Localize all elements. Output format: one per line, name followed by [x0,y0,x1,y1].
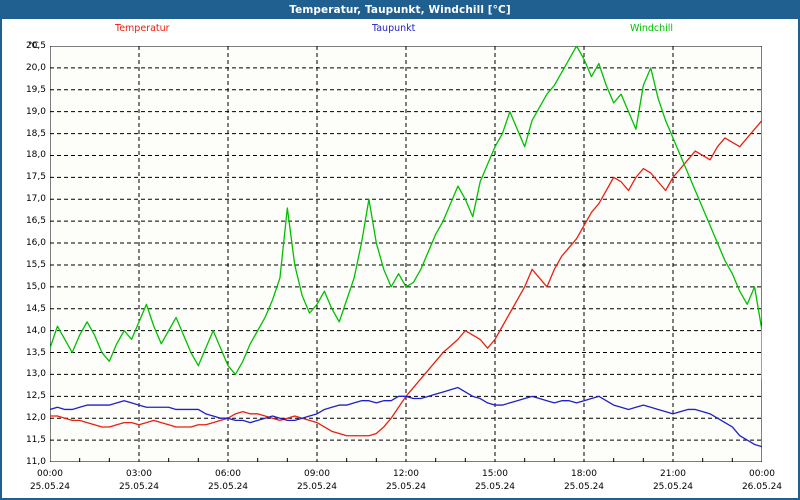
gridlines [50,46,762,462]
page-title: Temperatur, Taupunkt, Windchill [°C] [289,4,511,16]
x-tick-time: 09:00 [304,469,330,479]
y-tick-label: 18,5 [25,128,46,139]
y-tick-label: 17,0 [25,194,46,205]
x-tick-date: 25.05.24 [563,482,605,492]
x-tick-time: 06:00 [215,469,241,479]
x-tick-date: 25.05.24 [474,482,516,492]
y-tick-label: 15,0 [25,281,46,292]
x-tick-label: 00:00 25.05.24 [10,468,90,494]
axis-ticks [79,458,733,462]
y-tick-label: 20,5 [25,41,46,51]
y-tick-label: 13,5 [25,347,46,358]
x-tick-label: 06:00 25.05.24 [188,468,268,494]
y-tick-label: 13,0 [25,369,46,380]
y-tick-label: 12,5 [25,391,46,402]
y-tick-label: 17,5 [25,172,46,183]
x-axis-tick-labels: 00:00 25.05.24 03:00 25.05.24 06:00 25.05.24 0… [2,462,798,498]
series-line-windchill [50,46,762,379]
x-tick-label: 21:00 25.05.24 [633,468,713,494]
y-axis-unit-label: °C [28,41,39,51]
plot-area [50,46,762,462]
y-tick-label: 11,5 [25,435,46,446]
data-series-layer [50,46,762,449]
x-tick-label: 15:00 25.05.24 [455,468,535,494]
x-tick-label: 18:00 25.05.24 [544,468,624,494]
x-tick-date: 25.05.24 [385,482,427,492]
series-line-taupunkt [50,386,762,449]
x-tick-label: 12:00 25.05.24 [366,468,446,494]
x-tick-date: 26.05.24 [741,482,783,492]
x-tick-label: 03:00 25.05.24 [99,468,179,494]
plot-container: °C 20,5 20,0 19,5 19,0 18,5 18,0 17,5 17,0 16,5 1… [2,38,798,498]
series-line-temperatur [50,119,762,437]
legend-item-taupunkt: Taupunkt [372,23,416,34]
y-tick-label: 15,5 [25,259,46,270]
y-tick-label: 20,0 [25,62,46,73]
y-tick-label: 14,0 [25,325,46,336]
legend-item-windchill: Windchill [630,23,674,34]
x-tick-time: 00:00 [37,469,63,479]
x-tick-date: 25.05.24 [29,482,71,492]
y-tick-label: 11,0 [25,457,46,467]
chart-svg [50,46,762,462]
window-title-bar: Temperatur, Taupunkt, Windchill [°C] [2,2,798,19]
x-tick-label: 09:00 25.05.24 [277,468,357,494]
y-tick-label: 19,0 [25,106,46,117]
y-axis-tick-labels: 20,5 20,0 19,5 19,0 18,5 18,0 17,5 17,0 16,5 16,0… [2,38,46,498]
x-tick-date: 25.05.24 [207,482,249,492]
y-tick-label: 18,0 [25,150,46,161]
y-tick-label: 16,5 [25,216,46,227]
x-tick-time: 18:00 [571,469,597,479]
x-tick-date: 25.05.24 [296,482,338,492]
x-tick-time: 03:00 [126,469,152,479]
y-tick-label: 19,5 [25,84,46,95]
legend-item-temperatur: Temperatur [115,23,170,34]
x-tick-time: 12:00 [393,469,419,479]
x-tick-time: 00:00 [749,469,775,479]
y-tick-label: 14,5 [25,303,46,314]
y-tick-label: 16,0 [25,238,46,249]
y-tick-label: 12,0 [25,413,46,424]
chart-legend: Temperatur Taupunkt Windchill [2,19,798,38]
x-tick-label: 00:00 26.05.24 [722,468,800,494]
x-tick-date: 25.05.24 [118,482,160,492]
x-tick-time: 21:00 [660,469,686,479]
x-tick-time: 15:00 [482,469,508,479]
x-tick-date: 25.05.24 [652,482,694,492]
